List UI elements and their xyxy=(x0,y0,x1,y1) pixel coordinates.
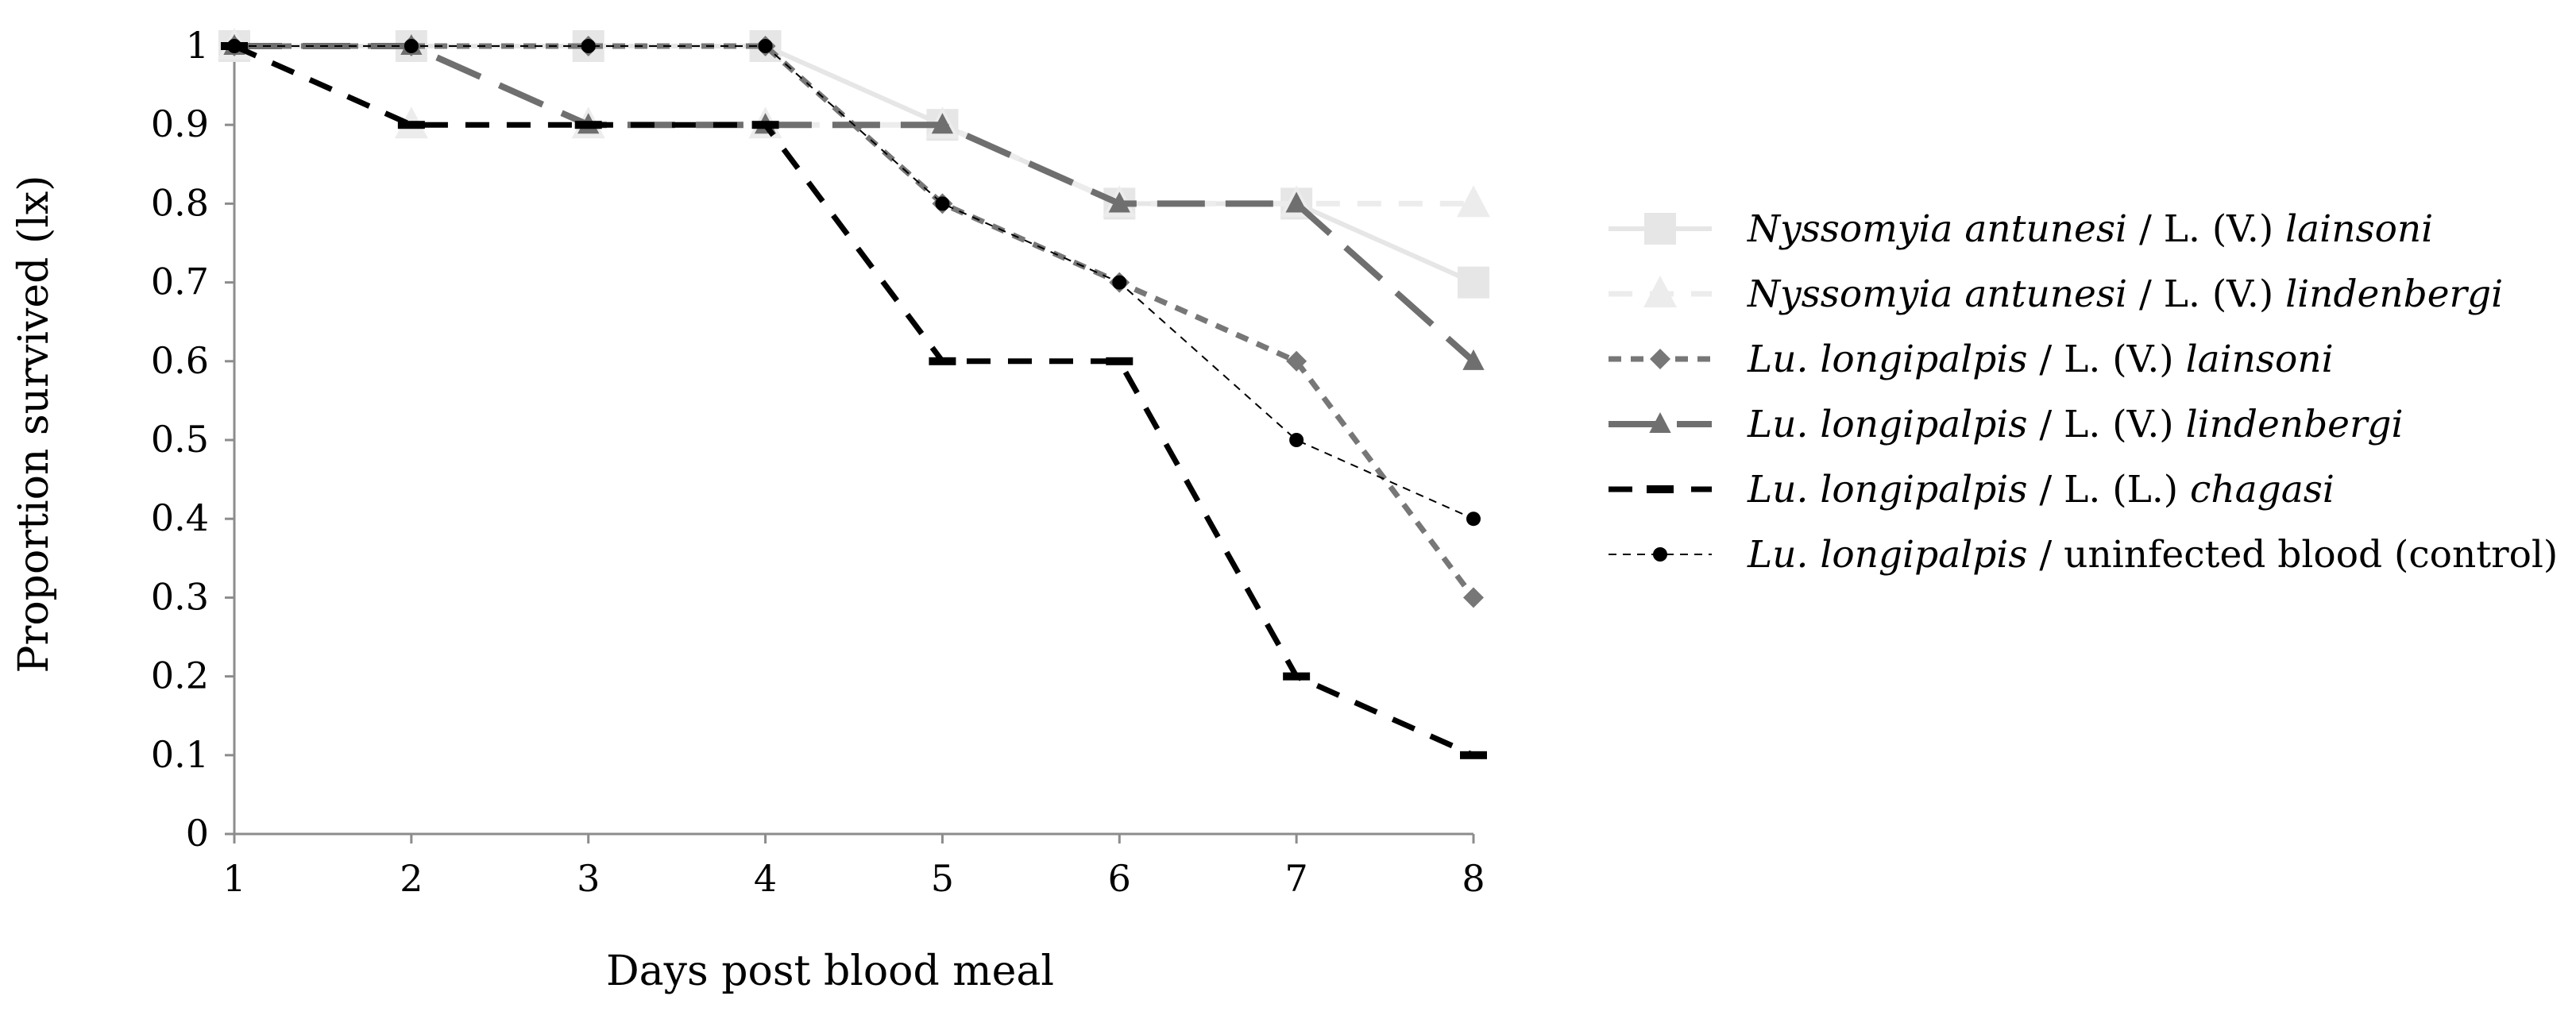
data-point xyxy=(1460,751,1487,759)
series-line xyxy=(233,43,1475,758)
legend-marker xyxy=(1649,412,1671,434)
data-point xyxy=(404,39,419,53)
data-point xyxy=(1286,350,1307,372)
data-point xyxy=(1462,349,1485,370)
x-tick-label: 7 xyxy=(1285,857,1308,900)
series-line xyxy=(234,44,1475,285)
data-point xyxy=(397,121,425,129)
x-tick-label: 4 xyxy=(754,857,777,900)
x-axis-title: Days post blood meal xyxy=(606,948,1054,995)
data-point xyxy=(574,121,602,129)
data-point xyxy=(1466,512,1481,527)
legend-marker xyxy=(1650,349,1670,369)
legend-label: Lu. longipalpis / uninfected blood (cont… xyxy=(1747,533,2558,577)
legend: Nyssomyia antunesi / L. (V.) lainsoni Nys… xyxy=(1609,207,2558,577)
data-point xyxy=(931,113,954,134)
legend-marker xyxy=(1644,213,1676,245)
y-tick-label: 0.5 xyxy=(151,418,209,461)
legend-entry-2: Nyssomyia antunesi / L. (V.) lindenbergi xyxy=(1609,272,2503,316)
data-point xyxy=(751,121,779,129)
data-point xyxy=(581,39,596,53)
legend-marker xyxy=(1647,485,1674,493)
data-point xyxy=(1457,185,1490,218)
data-point xyxy=(227,39,241,53)
data-point xyxy=(758,39,773,53)
data-point xyxy=(1463,587,1484,608)
y-tick-label: 0.9 xyxy=(151,102,209,145)
data-point xyxy=(1283,672,1311,681)
data-point xyxy=(1112,275,1127,290)
legend-entry-4: Lu. longipalpis / L. (V.) lindenbergi xyxy=(1609,403,2404,446)
legend-marker xyxy=(1653,547,1667,562)
series-1 xyxy=(218,30,1489,299)
legend-label: Nyssomyia antunesi / L. (V.) lainsoni xyxy=(1747,207,2433,251)
y-tick-label: 0.1 xyxy=(151,733,209,776)
x-tick-label: 8 xyxy=(1462,857,1485,900)
data-point xyxy=(1289,433,1304,447)
legend-entry-5: Lu. longipalpis / L. (L.) chagasi xyxy=(1609,468,2335,512)
y-tick-label: 0.4 xyxy=(151,496,209,539)
legend-marker xyxy=(1643,276,1677,307)
series-line xyxy=(234,45,1474,520)
x-tick-label: 2 xyxy=(400,857,423,900)
data-point xyxy=(1285,191,1307,213)
data-point xyxy=(1458,266,1489,299)
legend-entry-1: Nyssomyia antunesi / L. (V.) lainsoni xyxy=(1609,207,2433,251)
y-tick-label: 0.7 xyxy=(151,261,209,303)
y-axis-title: Proportion survived (lx) xyxy=(10,176,58,674)
x-tick-label: 3 xyxy=(577,857,600,900)
legend-label: Nyssomyia antunesi / L. (V.) lindenbergi xyxy=(1747,272,2503,316)
y-tick-label: 0.8 xyxy=(151,181,209,224)
series-layer xyxy=(218,28,1490,759)
legend-label: Lu. longipalpis / L. (L.) chagasi xyxy=(1747,468,2335,512)
y-tick-label: 0.3 xyxy=(151,575,209,618)
x-tick-label: 6 xyxy=(1108,857,1131,900)
series-6 xyxy=(227,39,1481,527)
legend-label: Lu. longipalpis / L. (V.) lindenbergi xyxy=(1747,403,2404,446)
axes: 0 0.1 0.2 0.3 0.4 0.5 0.6 0.7 0.8 0.9 1 1 2 3 4 5 6 7 8 xyxy=(151,24,1485,900)
series-5 xyxy=(221,42,1487,759)
y-tick-label: 1 xyxy=(186,24,209,67)
legend-label: Lu. longipalpis / L. (V.) lainsoni xyxy=(1747,338,2334,381)
x-tick-label: 1 xyxy=(222,857,245,900)
legend-entry-6: Lu. longipalpis / uninfected blood (cont… xyxy=(1609,533,2558,577)
y-tick-label: 0 xyxy=(186,812,209,855)
data-point xyxy=(935,196,950,211)
data-point xyxy=(1108,191,1130,213)
y-tick-label: 0.2 xyxy=(151,654,209,697)
legend-entry-3: Lu. longipalpis / L. (V.) lainsoni xyxy=(1609,338,2334,381)
data-point xyxy=(929,357,956,365)
y-tick-label: 0.6 xyxy=(151,339,209,382)
data-point xyxy=(1106,357,1134,365)
x-tick-label: 5 xyxy=(931,857,954,900)
